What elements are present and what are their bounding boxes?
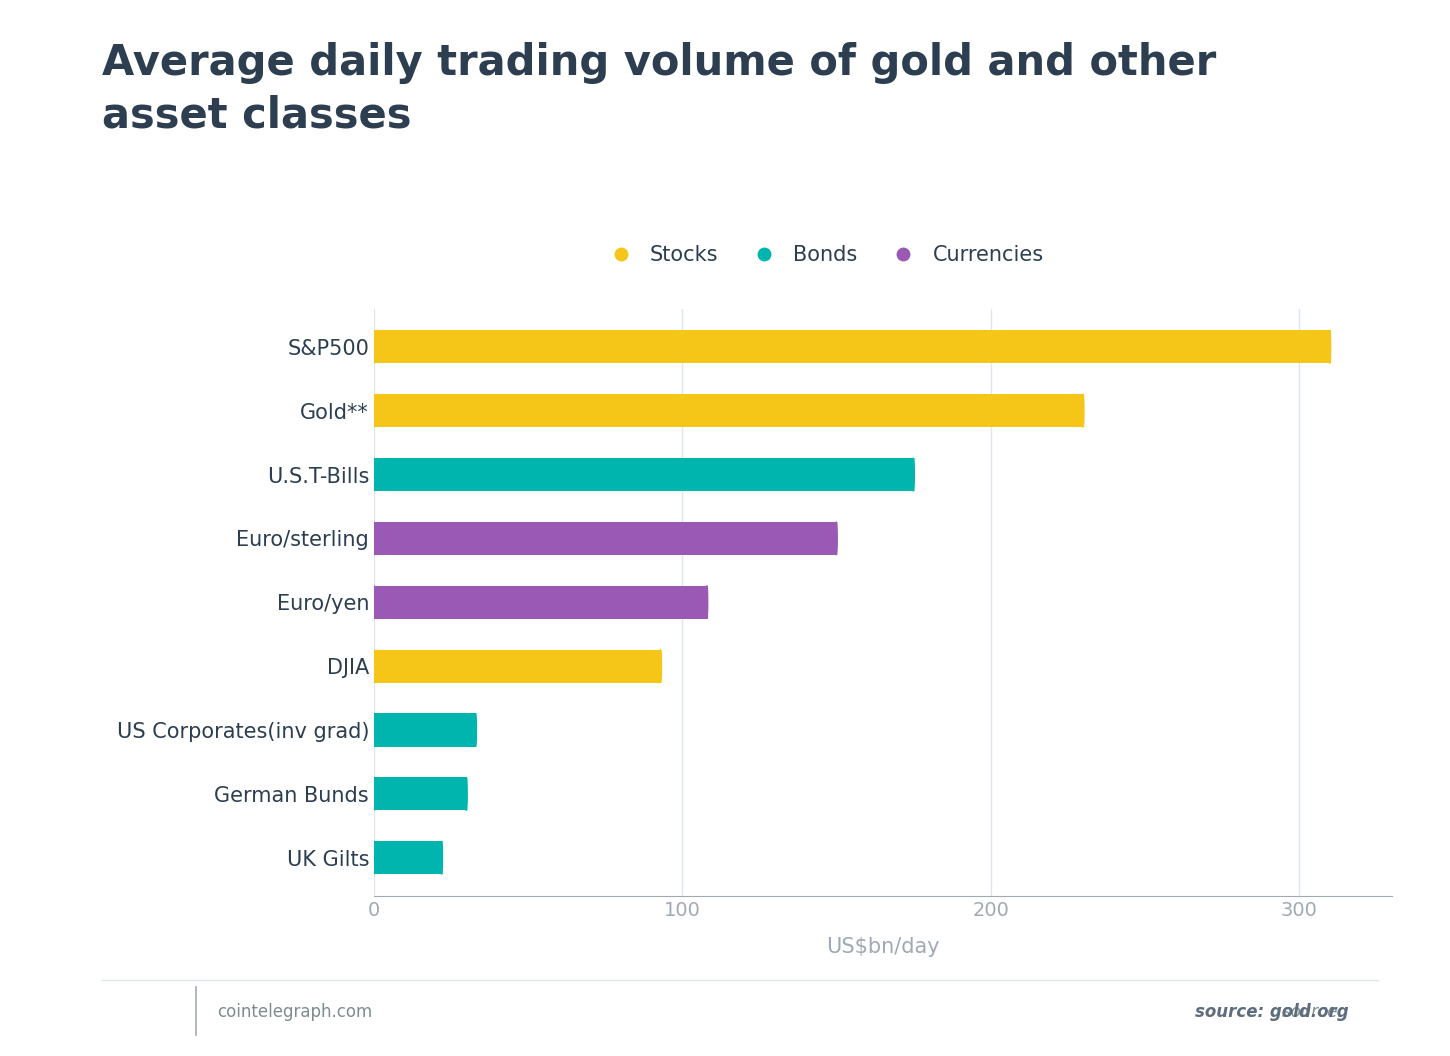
Text: Average daily trading volume of gold and other
asset classes: Average daily trading volume of gold and… [102, 42, 1215, 136]
Bar [374, 777, 467, 810]
Bar [374, 841, 442, 874]
Circle shape [373, 714, 374, 747]
Text: source:: source: [1282, 1002, 1348, 1021]
Bar [374, 714, 476, 747]
Circle shape [373, 777, 374, 810]
Legend: Stocks, Bonds, Currencies: Stocks, Bonds, Currencies [592, 237, 1051, 274]
Circle shape [1330, 331, 1331, 363]
Circle shape [474, 714, 477, 747]
Bar [374, 522, 837, 555]
Circle shape [465, 777, 467, 810]
Circle shape [373, 331, 374, 363]
Circle shape [660, 649, 661, 683]
Circle shape [912, 458, 915, 491]
Circle shape [373, 841, 374, 874]
Circle shape [373, 586, 374, 619]
Circle shape [373, 458, 374, 491]
Circle shape [373, 649, 374, 683]
Circle shape [373, 394, 374, 428]
Bar [374, 331, 1330, 363]
Circle shape [706, 586, 708, 619]
Circle shape [835, 522, 837, 555]
Text: source: gold.org: source: gold.org [1195, 1002, 1348, 1021]
Circle shape [373, 522, 374, 555]
Circle shape [441, 841, 442, 874]
Bar [374, 458, 914, 491]
Bar [374, 649, 661, 683]
Bar [374, 586, 708, 619]
Bar [374, 394, 1083, 428]
Circle shape [1082, 394, 1085, 428]
X-axis label: US$bn/day: US$bn/day [826, 937, 940, 957]
Text: cointelegraph.com: cointelegraph.com [218, 1002, 373, 1021]
